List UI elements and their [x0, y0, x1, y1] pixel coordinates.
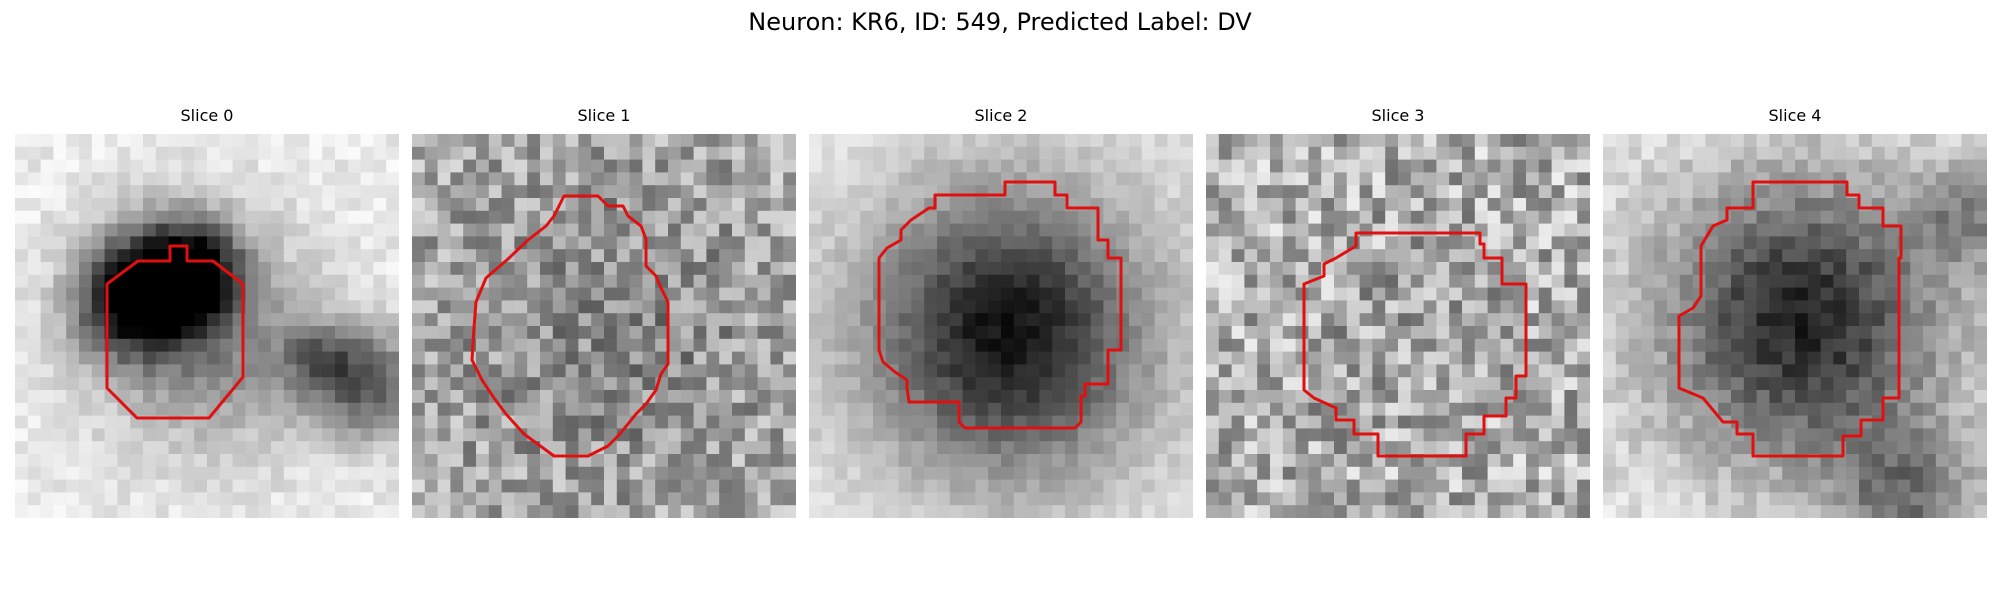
microscopy-pixels: [15, 134, 399, 518]
microscopy-pixels: [1603, 134, 1987, 518]
slice-title: Slice 4: [1768, 106, 1822, 125]
slice-title: Slice 1: [577, 106, 631, 125]
neuron-contour: [105, 244, 245, 420]
microscopy-pixels: [1206, 134, 1590, 518]
neuron-contour: [470, 194, 670, 458]
slice-image-0: [15, 134, 399, 518]
neuron-contour: [1677, 180, 1903, 458]
neuron-contour: [877, 180, 1123, 430]
slice-title: Slice 2: [974, 106, 1028, 125]
slice-image-4: [1603, 134, 1987, 518]
neuron-contour: [1302, 231, 1528, 458]
slice-title: Slice 3: [1371, 106, 1425, 125]
slice-title: Slice 0: [180, 106, 234, 125]
slice-image-3: [1206, 134, 1590, 518]
microscopy-pixels: [809, 134, 1193, 518]
microscopy-pixels: [412, 134, 796, 518]
figure-title: Neuron: KR6, ID: 549, Predicted Label: D…: [748, 8, 1252, 36]
slice-image-1: [412, 134, 796, 518]
slice-image-2: [809, 134, 1193, 518]
